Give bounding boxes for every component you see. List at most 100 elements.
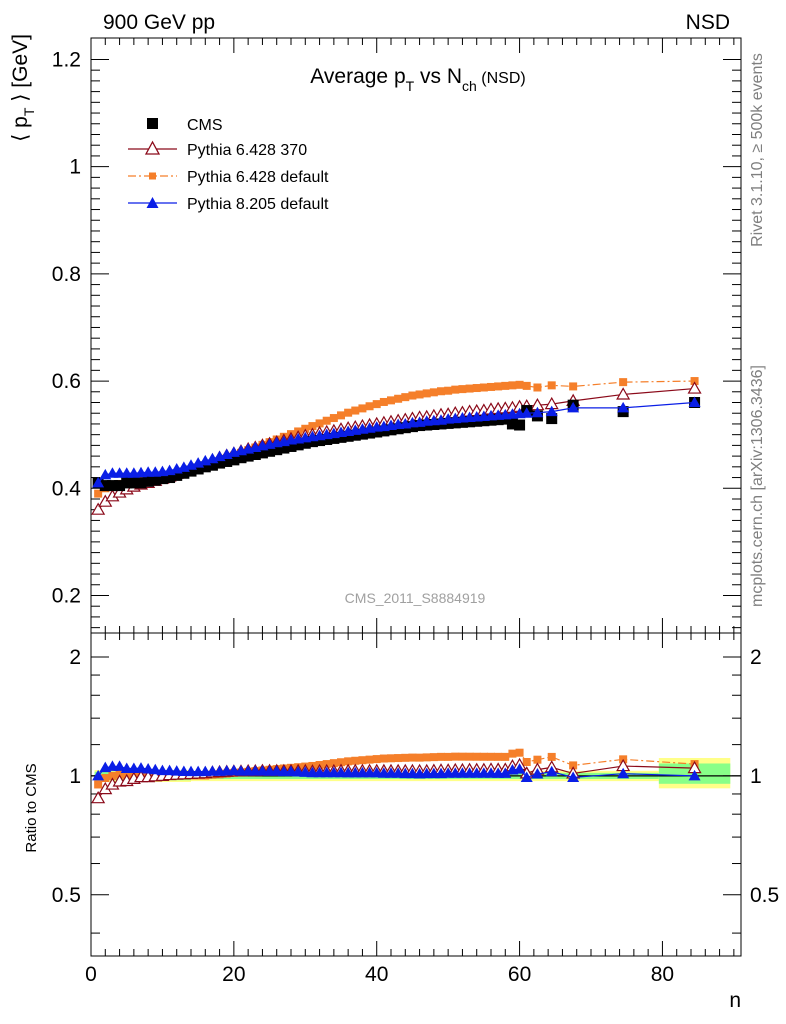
- legend-marker-cms: [147, 118, 158, 129]
- data-point: [337, 411, 345, 420]
- data-point: [135, 477, 147, 489]
- rivet-version-label: Rivet 3.1.10, ≥ 500k events: [749, 53, 766, 247]
- data-point: [444, 386, 453, 395]
- ratio-panel: 0.5 0.5 1 1 2 2 Ratio to CMS: [23, 632, 779, 957]
- ratio-point: [91, 790, 106, 804]
- ratio-frame: [90, 632, 742, 957]
- ratio-point: [451, 752, 460, 761]
- data-point: [506, 418, 518, 430]
- data-point: [192, 463, 204, 475]
- series-line: [97, 387, 695, 511]
- ratio-point: [329, 759, 338, 768]
- ratio-point: [113, 760, 126, 771]
- legend-marker-pythia8: [146, 197, 159, 208]
- ratio-point: [372, 755, 381, 764]
- data-point: [372, 400, 381, 409]
- ratio-point: [358, 756, 367, 765]
- data-point: [547, 381, 556, 390]
- ratio-point: [429, 753, 438, 762]
- data-point: [546, 413, 558, 425]
- data-point: [314, 435, 326, 447]
- data-point: [422, 389, 431, 398]
- data-point: [356, 428, 368, 440]
- data-point: [690, 377, 699, 386]
- data-point: [365, 402, 374, 411]
- data-point: [221, 455, 233, 467]
- main-series-layer: [91, 377, 702, 515]
- ratio-series-layer: [91, 748, 702, 804]
- data-point: [329, 414, 338, 423]
- data-point: [271, 444, 283, 456]
- data-point: [349, 429, 361, 441]
- data-point: [531, 406, 544, 418]
- data-point: [387, 396, 395, 405]
- data-point: [429, 388, 438, 397]
- data-point: [328, 432, 340, 444]
- data-point: [185, 465, 197, 477]
- data-point: [94, 489, 103, 498]
- ratio-point: [567, 771, 580, 782]
- data-point: [335, 431, 347, 443]
- data-point: [479, 383, 488, 392]
- y-tick-label: 0.6: [52, 370, 81, 393]
- ratio-point: [522, 757, 531, 766]
- legend-entry-pythia6-370: Pythia 6.428 370: [128, 140, 307, 159]
- ratio-point: [437, 752, 445, 761]
- ratio-point: [108, 771, 117, 780]
- data-point: [567, 401, 580, 413]
- y-tick-label: 0.2: [52, 584, 81, 607]
- data-point: [533, 383, 542, 392]
- ratio-point: [394, 754, 403, 763]
- ratio-tick-label-right: 2: [750, 646, 762, 669]
- data-point: [342, 430, 354, 442]
- data-point: [437, 387, 445, 396]
- data-point: [545, 405, 558, 417]
- data-point: [306, 436, 318, 448]
- data-point: [264, 445, 276, 457]
- y-axis-label: ⟨ pT ⟩ [GeV]: [9, 34, 37, 142]
- ratio-point: [465, 752, 474, 761]
- data-point: [688, 396, 701, 408]
- legend-entry-cms: CMS: [147, 117, 223, 134]
- legend-label-pythia6-370: Pythia 6.428 370: [187, 142, 307, 159]
- data-point: [91, 502, 106, 515]
- x-axis-label: n: [729, 989, 741, 1012]
- data-point: [242, 450, 254, 462]
- x-tick-label: 20: [222, 963, 245, 986]
- legend: CMS Pythia 6.428 370 Pythia 6.428 defaul…: [128, 117, 329, 213]
- data-point: [92, 476, 105, 488]
- data-point: [114, 480, 126, 492]
- legend-entry-pythia8: Pythia 8.205 default: [128, 196, 329, 213]
- legend-label-pythia6-default: Pythia 6.428 default: [187, 169, 329, 186]
- data-point: [128, 477, 140, 489]
- ratio-point: [487, 752, 495, 761]
- data-point: [299, 437, 311, 449]
- ratio-point: [458, 752, 467, 761]
- data-point: [494, 382, 503, 391]
- ratio-tick-label-left: 0.5: [52, 884, 81, 907]
- ratio-point: [401, 753, 410, 762]
- data-point: [616, 387, 631, 400]
- data-point: [121, 477, 133, 489]
- data-point: [458, 385, 467, 394]
- data-point: [472, 384, 481, 393]
- ratio-point: [520, 771, 533, 782]
- data-point: [321, 433, 333, 445]
- ratio-point: [94, 780, 103, 789]
- data-point: [371, 426, 383, 438]
- x-tick-label: 80: [651, 963, 674, 986]
- data-point: [249, 449, 261, 460]
- ratio-point: [688, 769, 701, 781]
- chart-title: Average pT vs Nch (NSD): [310, 65, 525, 94]
- data-point: [292, 439, 304, 451]
- ratio-point: [351, 756, 360, 765]
- data-point: [142, 475, 154, 487]
- y-tick-label: 0.8: [52, 263, 81, 286]
- data-point: [501, 381, 510, 390]
- main-panel: 0.2 0.4 0.6 0.8 1 1.2 Average pT vs Nch (NSD)…: [9, 34, 742, 634]
- ratio-point: [617, 767, 630, 779]
- data-point: [619, 378, 628, 387]
- data-point: [522, 381, 531, 390]
- ratio-point: [92, 769, 105, 781]
